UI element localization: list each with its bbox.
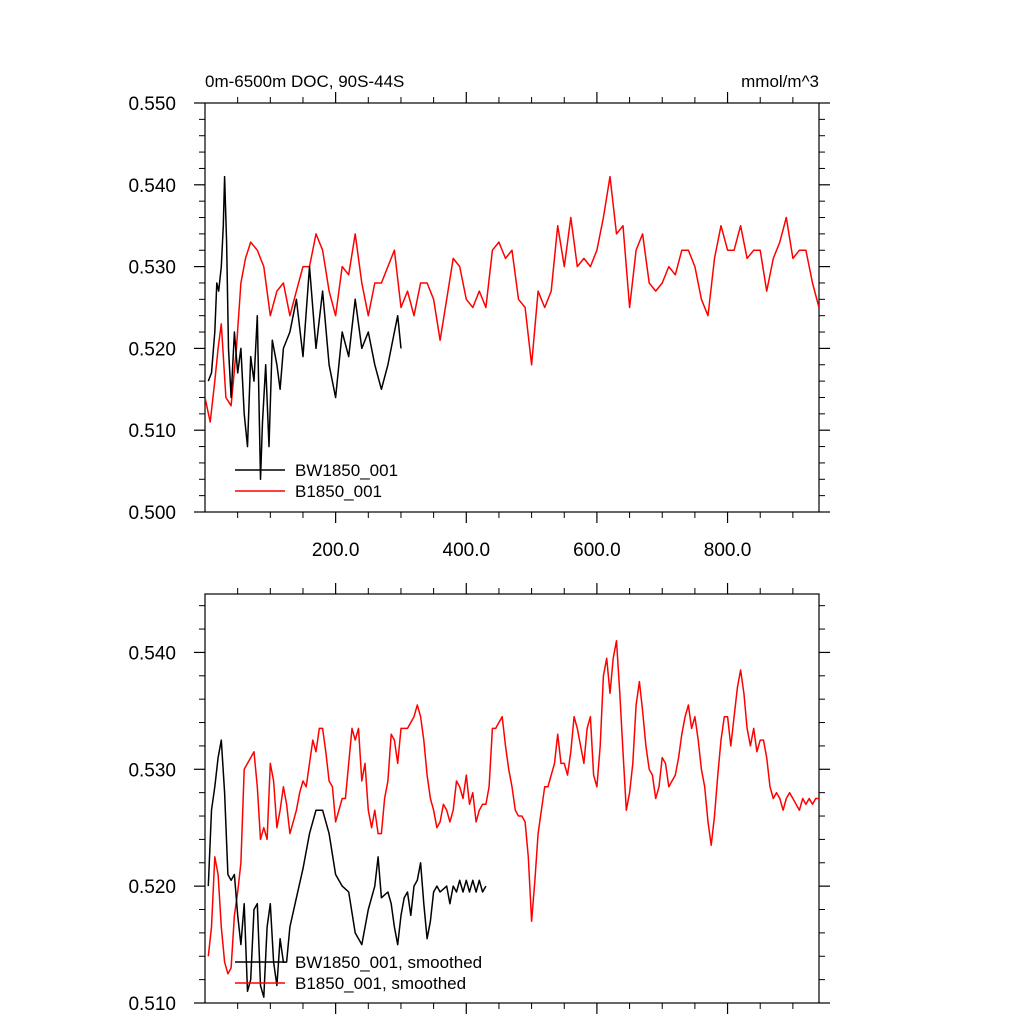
bottom-legend-label-bw1850: BW1850_001, smoothed: [295, 953, 482, 972]
top-ytick-label: 0.550: [128, 94, 176, 115]
top-ytick-label: 0.500: [128, 503, 176, 524]
top-ytick-label: 0.510: [128, 421, 176, 442]
top-series-line-bw1850: [207, 175, 402, 481]
bottom-ytick-label: 0.520: [128, 877, 176, 898]
top-ytick-label: 0.540: [128, 176, 176, 197]
top-legend-label-b1850: B1850_001: [295, 482, 382, 501]
top-legend: BW1850_001 B1850_001: [235, 461, 398, 501]
bottom-ytick-label: 0.530: [128, 760, 176, 781]
top-ytick-label: 0.530: [128, 258, 176, 279]
bottom-axes: 0.510 0.520 0.530 0.540: [128, 583, 830, 1015]
top-title: 0m-6500m DOC, 90S-44S: [205, 72, 404, 91]
bottom-series-line-b1850: [207, 639, 819, 975]
bottom-ytick-label: 0.540: [128, 643, 176, 664]
top-legend-label-bw1850: BW1850_001: [295, 461, 398, 480]
top-xtick-label: 400.0: [443, 540, 491, 561]
top-xtick-label: 600.0: [573, 540, 621, 561]
bottom-legend: BW1850_001, smoothed B1850_001, smoothed: [235, 953, 482, 993]
top-axes: 200.0 400.0 600.0 800.0 0.500 0.510 0.520 0.530…: [128, 92, 830, 561]
top-xtick-label: 200.0: [312, 540, 360, 561]
top-panel: 0m-6500m DOC, 90S-44S mmol/m^3 200.0 400.…: [128, 72, 830, 561]
bottom-panel: 0.510 0.520 0.530 0.540 BW1850_001, smoothe…: [128, 583, 830, 1015]
top-series-line-b1850: [205, 175, 819, 423]
bottom-ytick-label: 0.510: [128, 994, 176, 1015]
top-ytick-label: 0.520: [128, 339, 176, 360]
top-xtick-label: 800.0: [704, 540, 752, 561]
top-units: mmol/m^3: [741, 72, 819, 91]
bottom-legend-label-b1850: B1850_001, smoothed: [295, 974, 466, 993]
top-plot-area: [205, 175, 819, 481]
